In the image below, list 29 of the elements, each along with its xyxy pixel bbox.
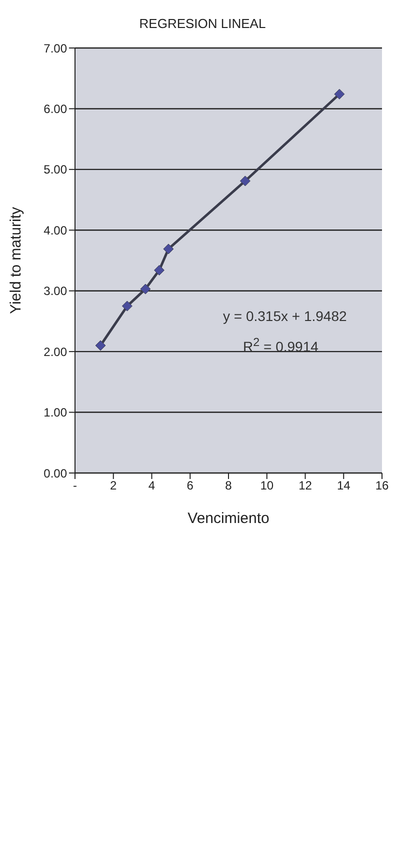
annotation: y = 0.315x + 1.9482 [223,308,347,324]
y-tick-label: 6.00 [44,102,68,116]
chart-title: REGRESION LINEAL [138,16,267,31]
y-axis-title: Yield to maturity [7,206,24,314]
y-tick-label: 0.00 [44,466,68,480]
y-tick-label: 3.00 [44,284,68,298]
x-tick-label: 14 [336,478,351,493]
x-tick-label: 6 [186,478,194,493]
x-tick-label: 4 [148,478,156,493]
point [240,176,250,186]
x-tick-label: 12 [298,478,312,493]
point [122,300,132,312]
x-tick-label: 10 [260,478,274,493]
y-tick-label: 7.00 [44,41,68,56]
y-tick-label: 5.00 [44,162,68,177]
x-tick-label: 16 [375,478,389,493]
point [334,88,345,100]
point [163,244,174,254]
x-axis-title: Vencimiento [188,510,270,527]
y-tick-label: 4.00 [44,223,68,238]
x-tick-label: - [73,478,77,493]
annotation: R$^{2}$ = 0.9914 [243,336,318,355]
x-tick-label: 2 [110,478,118,493]
point [154,264,164,276]
y-tick-label: 2.00 [44,344,68,359]
y-tick-label: 1.00 [44,406,68,420]
point [95,340,106,351]
x-tick-label: 8 [225,478,232,493]
point [140,284,151,294]
